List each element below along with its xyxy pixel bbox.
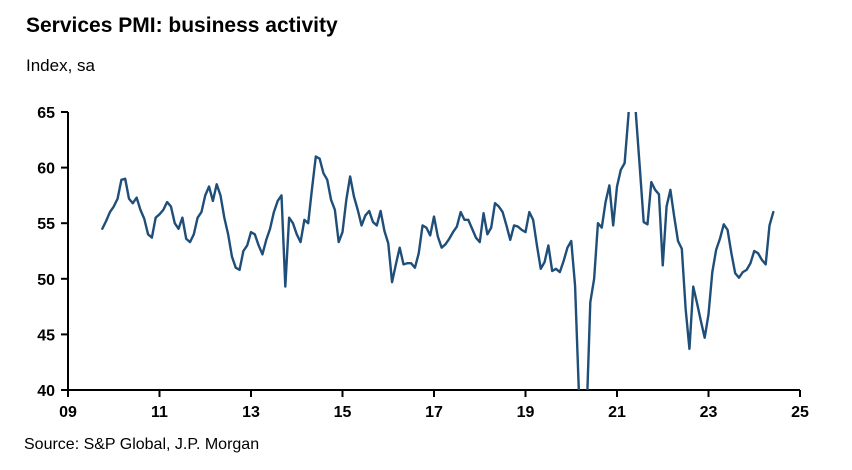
chart-title: Services PMI: business activity [26, 14, 338, 37]
x-tick-label: 09 [59, 404, 77, 421]
source-note: Source: S&P Global, J.P. Morgan [24, 436, 260, 453]
x-tick-label: 11 [151, 404, 168, 421]
y-tick-label: 60 [37, 161, 55, 178]
x-tick-label: 17 [425, 404, 443, 421]
x-tick-label: 13 [242, 404, 260, 421]
x-tick-label: 19 [517, 404, 535, 421]
y-tick-label: 45 [37, 327, 55, 344]
y-tick-label: 65 [37, 105, 55, 122]
y-tick-label: 50 [37, 272, 55, 289]
pmi-series-line [101, 112, 775, 390]
x-tick-label: 23 [700, 404, 718, 421]
y-tick-label: 55 [37, 216, 55, 233]
y-tick-label: 40 [37, 383, 55, 400]
x-tick-label: 25 [791, 404, 809, 421]
x-tick-label: 15 [334, 404, 352, 421]
chart-subtitle: Index, sa [26, 56, 95, 75]
x-tick-label: 21 [608, 404, 626, 421]
